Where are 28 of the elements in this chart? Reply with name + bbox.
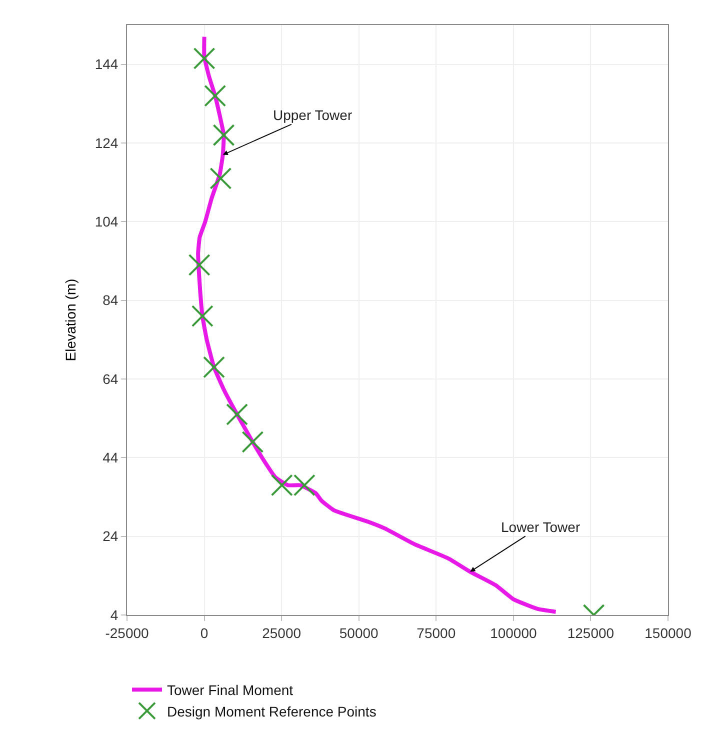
- x-tick-label: 50000: [339, 624, 379, 641]
- y-tick-label: 24: [102, 528, 118, 544]
- y-axis-title: Elevation (m): [62, 278, 78, 362]
- point: [203, 356, 226, 378]
- x-tick-label: 0: [200, 624, 208, 641]
- y-tick-label: 144: [94, 56, 118, 72]
- point: [188, 254, 210, 276]
- legend-label: Design Moment Reference Points: [167, 703, 376, 720]
- x-tick-label: 150000: [644, 624, 692, 641]
- point: [191, 305, 214, 328]
- point: [226, 403, 248, 426]
- annotation: Upper Tower: [273, 107, 352, 123]
- point: [210, 167, 232, 190]
- legend-label: Tower Final Moment: [167, 682, 294, 698]
- y-tick-label: 124: [94, 134, 118, 151]
- x-tick-label: 75000: [416, 624, 456, 641]
- x-tick-label: 100000: [490, 624, 537, 641]
- x-tick-label: 25000: [262, 624, 302, 641]
- annotation: Lower Tower: [501, 519, 580, 535]
- y-tick-label: 44: [102, 450, 118, 466]
- y-tick-label: 84: [102, 292, 118, 308]
- y-tick-label: 4: [110, 606, 118, 623]
- point: [212, 124, 235, 146]
- y-tick-label: 104: [94, 214, 118, 230]
- y-tick-label: 64: [102, 370, 118, 387]
- point: [204, 84, 226, 107]
- x-tick-label: 125000: [567, 624, 614, 641]
- x-tick-label: -25000: [105, 624, 150, 641]
